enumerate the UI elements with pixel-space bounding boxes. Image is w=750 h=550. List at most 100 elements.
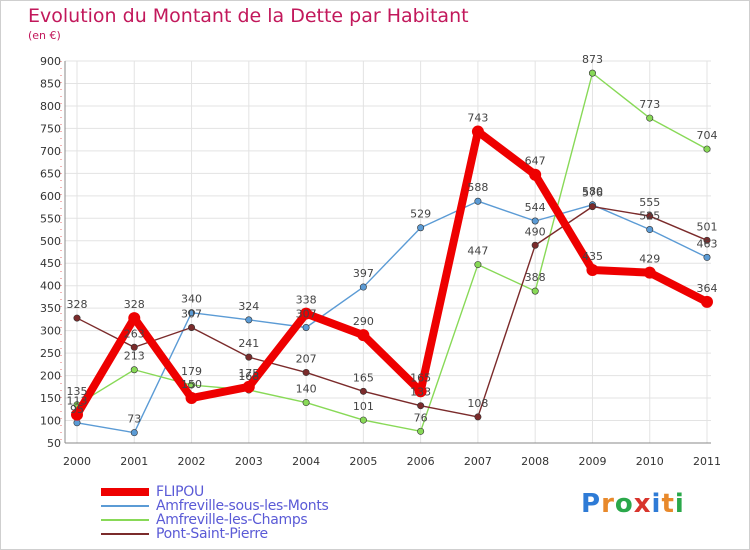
data-point-pont-saint-pierre	[646, 212, 654, 220]
data-label-amfreville-les-champs: 101	[353, 400, 374, 413]
data-point-amfreville-sous-les-monts	[417, 224, 425, 232]
y-tick-label: 350	[40, 302, 61, 315]
data-label-pont-saint-pierre: 307	[181, 308, 202, 321]
data-point-amfreville-sous-les-monts	[474, 197, 482, 205]
legend-item: Amfreville-les-Champs	[101, 512, 421, 528]
data-label-amfreville-les-champs: 213	[124, 350, 145, 363]
data-point-pont-saint-pierre	[130, 343, 138, 351]
data-label-pont-saint-pierre: 501	[697, 220, 718, 233]
legend-item: FLIPOU	[101, 484, 421, 500]
data-label-amfreville-les-champs: 873	[582, 53, 603, 66]
data-label-amfreville-sous-les-monts: 463	[697, 237, 718, 250]
y-tick-label: 750	[40, 122, 61, 135]
data-label-amfreville-sous-les-monts: 397	[353, 267, 374, 280]
x-tick-label: 2003	[235, 455, 263, 468]
legend-item: Amfreville-sous-les-Monts	[101, 498, 421, 514]
data-point-amfreville-les-champs	[703, 145, 711, 153]
data-label-pont-saint-pierre: 133	[410, 386, 431, 399]
data-label-pont-saint-pierre: 555	[639, 196, 660, 209]
data-point-amfreville-sous-les-monts	[359, 283, 367, 291]
data-label-amfreville-sous-les-monts: 73	[127, 413, 141, 426]
data-label-flipou: 743	[467, 112, 488, 125]
legend-label: FLIPOU	[156, 484, 204, 500]
x-tick-label: 2011	[693, 455, 721, 468]
data-point-flipou	[357, 329, 370, 342]
x-tick-label: 2004	[292, 455, 320, 468]
logo-letter: t	[661, 489, 675, 519]
y-tick-label: 650	[40, 167, 61, 180]
data-label-pont-saint-pierre: 490	[525, 225, 546, 238]
y-tick-label: 600	[40, 190, 61, 203]
data-point-flipou	[471, 125, 484, 138]
data-point-amfreville-sous-les-monts	[703, 253, 711, 261]
data-point-flipou	[128, 312, 141, 325]
y-tick-label: 100	[40, 415, 61, 428]
x-tick-label: 2002	[178, 455, 206, 468]
legend-swatch	[101, 505, 149, 507]
data-label-amfreville-sous-les-monts: 525	[639, 210, 660, 223]
y-tick-label: 50	[47, 437, 61, 450]
x-tick-label: 2006	[407, 455, 435, 468]
y-tick-label: 300	[40, 325, 61, 338]
y-tick-label: 550	[40, 212, 61, 225]
data-label-flipou: 175	[238, 367, 259, 380]
data-point-flipou	[701, 295, 713, 308]
y-tick-label: 150	[40, 392, 61, 405]
data-point-pont-saint-pierre	[245, 353, 253, 361]
data-point-amfreville-sous-les-monts	[531, 217, 539, 225]
data-point-amfreville-sous-les-monts	[188, 309, 196, 317]
y-tick-label: 200	[40, 370, 61, 383]
y-tick-label: 400	[40, 280, 61, 293]
data-label-amfreville-sous-les-monts: 307	[296, 308, 317, 321]
x-tick-label: 2008	[521, 455, 549, 468]
data-point-flipou	[300, 307, 313, 320]
y-tick-label: 500	[40, 235, 61, 248]
data-label-flipou: 429	[639, 253, 660, 266]
data-label-amfreville-les-champs: 447	[467, 245, 488, 258]
data-point-pont-saint-pierre	[359, 387, 367, 395]
data-point-pont-saint-pierre	[703, 236, 711, 244]
x-tick-label: 2009	[578, 455, 606, 468]
data-label-pont-saint-pierre: 576	[582, 187, 603, 200]
data-point-amfreville-sous-les-monts	[245, 316, 253, 324]
data-point-amfreville-les-champs	[359, 416, 367, 424]
legend-label: Amfreville-sous-les-Monts	[156, 498, 329, 514]
data-point-amfreville-les-champs	[531, 287, 539, 295]
plot-area	[65, 61, 711, 443]
data-label-amfreville-sous-les-monts: 544	[525, 201, 546, 214]
y-tick-label: 450	[40, 257, 61, 270]
series-line-amfreville-sous-les-monts	[76, 200, 708, 434]
data-label-flipou: 165	[410, 371, 431, 384]
data-point-pont-saint-pierre	[188, 324, 196, 332]
data-label-amfreville-les-champs: 168	[238, 370, 259, 383]
data-point-pont-saint-pierre	[474, 413, 482, 421]
chart-subtitle: (en €)	[28, 29, 61, 42]
logo-letter: x	[633, 489, 652, 519]
data-label-amfreville-sous-les-monts: 529	[410, 208, 431, 221]
legend-swatch	[101, 488, 149, 496]
data-point-amfreville-les-champs	[588, 69, 596, 77]
data-point-flipou	[242, 380, 255, 393]
logo-letter: i	[651, 489, 662, 519]
chart-title: Evolution du Montant de la Dette par Hab…	[28, 5, 469, 27]
data-point-amfreville-sous-les-monts	[646, 226, 654, 234]
y-tick-label: 250	[40, 347, 61, 360]
data-point-amfreville-les-champs	[646, 114, 654, 122]
data-label-flipou: 290	[353, 315, 374, 328]
data-point-flipou	[414, 385, 427, 398]
data-point-pont-saint-pierre	[531, 241, 539, 249]
data-label-pont-saint-pierre: 263	[124, 327, 145, 340]
data-label-amfreville-sous-les-monts: 580	[582, 185, 603, 198]
legend-swatch	[101, 533, 149, 535]
data-label-flipou: 338	[296, 294, 317, 307]
y-tick-label: 900	[40, 55, 61, 68]
legend-swatch	[101, 519, 149, 521]
data-label-amfreville-les-champs: 76	[414, 411, 428, 424]
legend-label: Pont-Saint-Pierre	[156, 526, 268, 542]
data-point-amfreville-les-champs	[130, 366, 138, 374]
data-point-pont-saint-pierre	[73, 314, 81, 322]
data-label-amfreville-sous-les-monts: 340	[181, 293, 202, 306]
data-point-pont-saint-pierre	[417, 402, 425, 410]
legend-label: Amfreville-les-Champs	[156, 512, 308, 528]
